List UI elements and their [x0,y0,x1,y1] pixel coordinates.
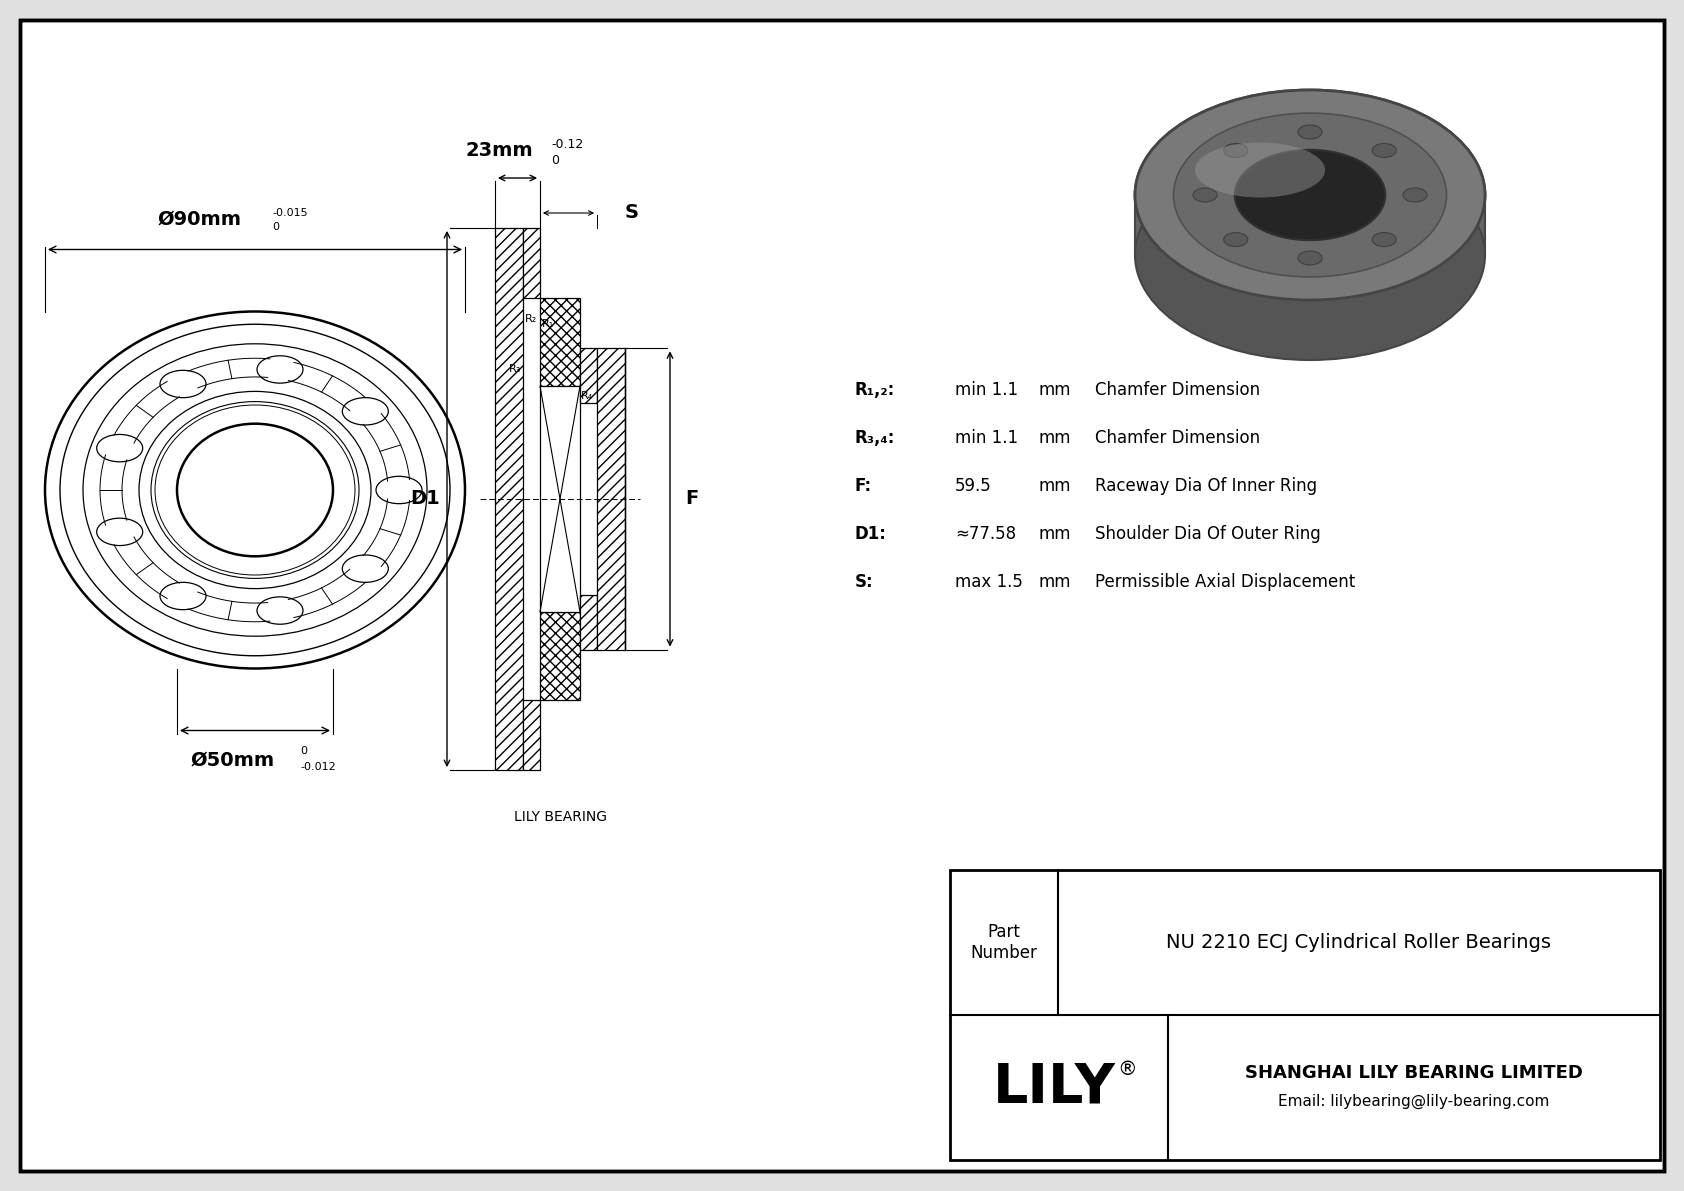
Ellipse shape [1224,232,1248,247]
Ellipse shape [258,597,303,624]
Text: 0: 0 [300,747,306,756]
Text: 23mm: 23mm [466,142,534,161]
Bar [1135,195,1485,255]
Bar [579,596,598,649]
Ellipse shape [1135,91,1485,300]
Text: R₄: R₄ [581,391,593,401]
Text: D1: D1 [411,490,440,509]
Text: mm: mm [1037,381,1071,399]
Text: D1:: D1: [855,525,887,543]
Text: F: F [685,490,699,509]
Text: R₃: R₃ [509,364,520,374]
Text: min 1.1: min 1.1 [955,429,1019,447]
Text: LILY: LILY [992,1060,1115,1115]
Ellipse shape [1135,91,1485,300]
Text: max 1.5: max 1.5 [955,573,1022,591]
Text: 59.5: 59.5 [955,478,992,495]
Ellipse shape [376,476,423,504]
Text: SHANGHAI LILY BEARING LIMITED: SHANGHAI LILY BEARING LIMITED [1244,1065,1583,1083]
Ellipse shape [160,370,205,398]
Text: Part
Number: Part Number [970,923,1037,962]
Text: Chamfer Dimension: Chamfer Dimension [1095,381,1260,399]
Text: mm: mm [1037,478,1071,495]
Text: NU 2210 ECJ Cylindrical Roller Bearings: NU 2210 ECJ Cylindrical Roller Bearings [1167,933,1551,952]
Text: -0.012: -0.012 [300,761,335,772]
Text: mm: mm [1037,573,1071,591]
Text: S:: S: [855,573,874,591]
Text: Chamfer Dimension: Chamfer Dimension [1095,429,1260,447]
Ellipse shape [96,518,143,545]
Text: F:: F: [855,478,872,495]
Text: Raceway Dia Of Inner Ring: Raceway Dia Of Inner Ring [1095,478,1317,495]
Text: Ø90mm: Ø90mm [158,210,242,229]
Text: ≈77.58: ≈77.58 [955,525,1015,543]
Bar [541,299,579,386]
Text: Ø50mm: Ø50mm [190,752,274,771]
Text: mm: mm [1037,525,1071,543]
Bar [541,386,579,612]
Ellipse shape [342,398,389,425]
Bar [598,349,625,649]
Text: R₃,₄:: R₃,₄: [855,429,896,447]
Text: min 1.1: min 1.1 [955,381,1019,399]
Text: 0: 0 [551,154,559,167]
Ellipse shape [1234,150,1386,241]
Text: S: S [625,204,638,223]
Bar [950,869,1660,1160]
Ellipse shape [1224,143,1248,157]
Ellipse shape [1372,143,1396,157]
Bar [524,227,541,299]
Text: Email: lilybearing@lily-bearing.com: Email: lilybearing@lily-bearing.com [1278,1093,1549,1109]
Text: R₂: R₂ [525,314,537,324]
Ellipse shape [96,435,143,462]
Text: Permissible Axial Displacement: Permissible Axial Displacement [1095,573,1356,591]
Text: R₁,₂:: R₁,₂: [855,381,896,399]
Text: R₁: R₁ [542,319,554,329]
Ellipse shape [1403,188,1426,202]
Ellipse shape [1196,143,1325,198]
Text: -0.12: -0.12 [551,137,584,150]
Text: LILY BEARING: LILY BEARING [514,810,606,824]
Text: mm: mm [1037,429,1071,447]
Text: Shoulder Dia Of Outer Ring: Shoulder Dia Of Outer Ring [1095,525,1320,543]
Ellipse shape [1298,251,1322,266]
Bar [524,699,541,771]
Ellipse shape [1372,232,1396,247]
Bar [541,612,579,699]
Ellipse shape [1174,113,1447,276]
Ellipse shape [1135,150,1485,360]
Ellipse shape [1192,188,1218,202]
Text: ®: ® [1116,1060,1137,1079]
Ellipse shape [1298,125,1322,139]
Ellipse shape [342,555,389,582]
Bar [495,227,524,771]
Text: -0.015: -0.015 [273,207,308,218]
Bar [579,349,598,403]
Text: 0: 0 [273,223,280,232]
Ellipse shape [160,582,205,610]
Ellipse shape [258,356,303,384]
